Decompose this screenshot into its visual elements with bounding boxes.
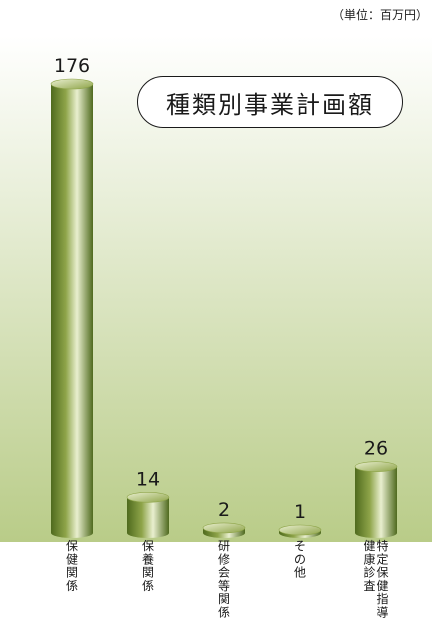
- category-label: 保養関係: [142, 539, 154, 593]
- value-label: 14: [136, 468, 160, 490]
- bar-cap: [202, 522, 246, 534]
- bar-cap: [126, 491, 170, 503]
- value-label: 2: [218, 499, 230, 521]
- value-label: 176: [54, 55, 90, 77]
- value-label: 1: [294, 501, 306, 523]
- category-label: 健康診査: [363, 539, 375, 593]
- bar: [354, 461, 398, 538]
- bar-cap: [278, 524, 322, 536]
- bar: [50, 78, 94, 538]
- bar-body: [127, 497, 169, 538]
- bar: [202, 522, 246, 538]
- chart-title: 種類別事業計画額: [137, 76, 403, 128]
- category-label: その他: [294, 539, 306, 580]
- category-label: 研修会等関係: [218, 539, 230, 620]
- value-label: 26: [364, 438, 388, 460]
- category-label: 特定保健指導: [376, 538, 388, 620]
- bar-cap: [354, 461, 398, 472]
- category-label: 保健関係: [66, 539, 78, 593]
- bar: [278, 524, 322, 538]
- bar-body: [51, 84, 93, 538]
- bar-body: [355, 466, 397, 538]
- bar-cap: [50, 78, 94, 90]
- unit-note: （単位：百万円）: [331, 8, 428, 22]
- bar: [126, 491, 170, 538]
- bars-layer: [50, 78, 398, 538]
